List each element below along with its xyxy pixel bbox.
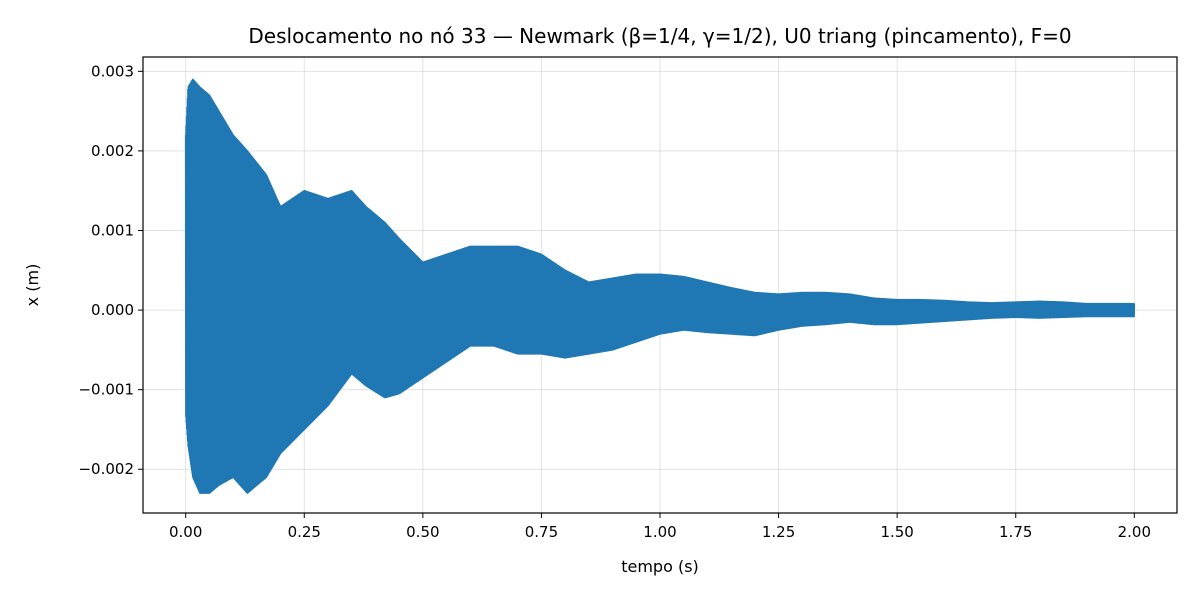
series-layer — [184, 78, 1136, 494]
series-line — [184, 78, 1136, 494]
y-tick-label: 0.001 — [91, 221, 134, 239]
x-tick-label: 1.50 — [880, 523, 913, 541]
grid — [143, 57, 1177, 513]
x-tick-label: 1.00 — [643, 523, 676, 541]
x-tick-label: 0.25 — [288, 523, 321, 541]
chart-title: Deslocamento no nó 33 — Newmark (β=1/4, … — [248, 24, 1071, 48]
y-tick-label: 0.000 — [91, 301, 134, 319]
y-axis-ticks: −0.002 −0.001 0.000 0.001 0.002 0.003 — [78, 62, 143, 478]
x-tick-label: 0.00 — [169, 523, 202, 541]
y-tick-label: 0.003 — [91, 62, 134, 80]
x-axis-ticks: 0.00 0.25 0.50 0.75 1.00 1.25 1.50 1.75 2.00 — [169, 513, 1151, 541]
y-tick-label: −0.001 — [78, 381, 134, 399]
x-tick-label: 0.75 — [525, 523, 558, 541]
x-tick-label: 1.25 — [762, 523, 795, 541]
y-tick-label: −0.002 — [78, 460, 134, 478]
y-tick-label: 0.002 — [91, 142, 134, 160]
x-axis-label: tempo (s) — [621, 557, 699, 576]
x-tick-label: 0.50 — [406, 523, 439, 541]
x-tick-label: 2.00 — [1118, 523, 1151, 541]
y-axis-label: x (m) — [23, 264, 42, 307]
x-tick-label: 1.75 — [999, 523, 1032, 541]
